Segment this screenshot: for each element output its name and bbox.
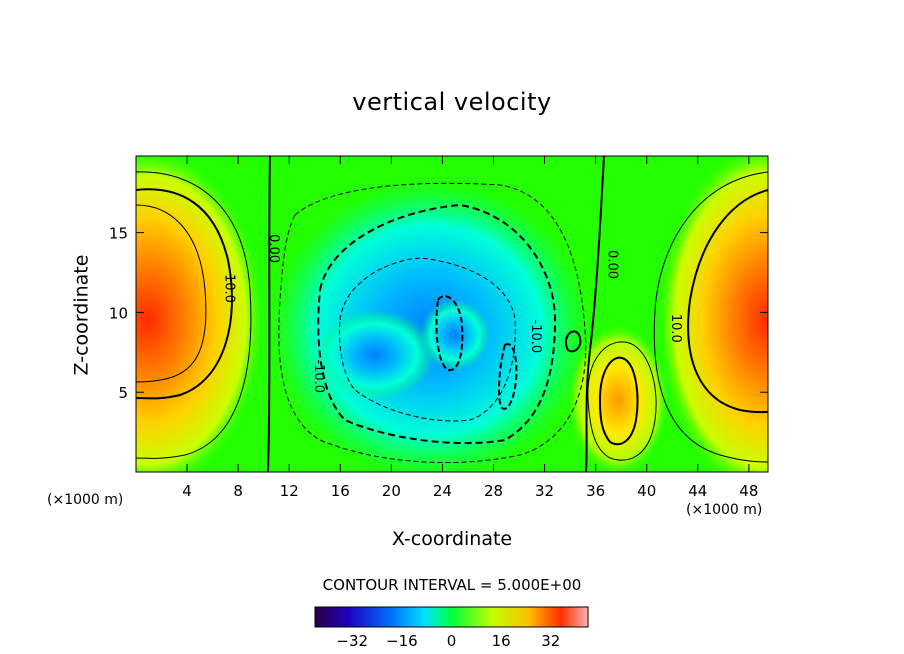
x-tick-label: 32 <box>535 482 554 500</box>
x-tick-label: 16 <box>331 482 350 500</box>
zero-contour-left <box>267 156 271 472</box>
contour-minus5 <box>278 182 587 464</box>
contour-label: -10.0 <box>528 320 543 354</box>
y-tick-label: 5 <box>118 384 128 402</box>
contour-small-loop <box>564 330 582 353</box>
x-tick-label: 28 <box>484 482 503 500</box>
colorbar-tick-label: 0 <box>447 632 457 650</box>
x-tick-label: 36 <box>586 482 605 500</box>
updraft-fill-cell <box>568 325 668 472</box>
x-tick-label: 40 <box>637 482 656 500</box>
updraft-fill-left <box>136 156 263 472</box>
contour-minus20-streak <box>498 343 518 410</box>
colorbar-tick-label: −16 <box>386 632 418 650</box>
contour-minus10 <box>317 203 557 445</box>
contour-label: 10.0 <box>668 314 683 343</box>
colorbar-ticks: −32 −16 0 16 32 <box>336 632 560 650</box>
contour-labels: 0.00 10.0 0.00 10.0 -10.0 -10.0 <box>221 234 683 393</box>
plot-frame <box>135 155 769 473</box>
colorbar-tick-label: −32 <box>336 632 368 650</box>
color-fill-layer <box>136 156 768 472</box>
downdraft-fill-secondary <box>315 310 435 400</box>
chart-title: vertical velocity <box>352 88 552 116</box>
contour-cell-10 <box>598 356 639 446</box>
y-tick-label: 10 <box>109 304 128 322</box>
contour-lines <box>136 156 768 472</box>
x-axis-label: X-coordinate <box>391 528 513 550</box>
contour-label: 10.0 <box>221 274 236 303</box>
x-tick-label: 44 <box>688 482 707 500</box>
x-tick-label: 20 <box>382 482 401 500</box>
downdraft-fill-core <box>420 300 490 370</box>
colorbar-tick-label: 16 <box>492 632 511 650</box>
x-tick-label: 4 <box>182 482 192 500</box>
colorbar-tick-label: 32 <box>541 632 560 650</box>
colorbar <box>314 606 589 628</box>
contour-5-left <box>136 171 252 459</box>
y-axis: 5 10 15 <box>109 225 768 402</box>
x-unit-label-left: (×1000 m) <box>47 492 124 508</box>
contour-10-left <box>136 188 233 400</box>
updraft-fill-right <box>658 156 768 472</box>
x-axis: 4 8 12 16 20 24 28 32 36 40 44 48 <box>182 156 758 500</box>
x-tick-label: 8 <box>233 482 243 500</box>
x-unit-label-right: (×1000 m) <box>686 502 763 518</box>
x-tick-label: 12 <box>280 482 299 500</box>
y-tick-label: 15 <box>109 225 128 243</box>
contour-5-right <box>653 171 768 463</box>
contour-minus15 <box>339 257 516 422</box>
contour-cell-5 <box>587 341 657 461</box>
contour-15-left <box>136 204 207 383</box>
contour-10-right <box>687 189 768 414</box>
x-tick-label: 24 <box>433 482 452 500</box>
contour-label: 0.00 <box>604 250 619 279</box>
zero-contour-right <box>585 156 605 472</box>
contour-label: -10.0 <box>311 359 326 393</box>
x-tick-label: 48 <box>739 482 758 500</box>
y-axis-label: Z-coordinate <box>70 254 93 376</box>
contour-minus20-core <box>435 295 464 372</box>
contour-label: 0.00 <box>266 234 281 263</box>
contour-interval-text: CONTOUR INTERVAL = 5.000E+00 <box>322 576 582 594</box>
